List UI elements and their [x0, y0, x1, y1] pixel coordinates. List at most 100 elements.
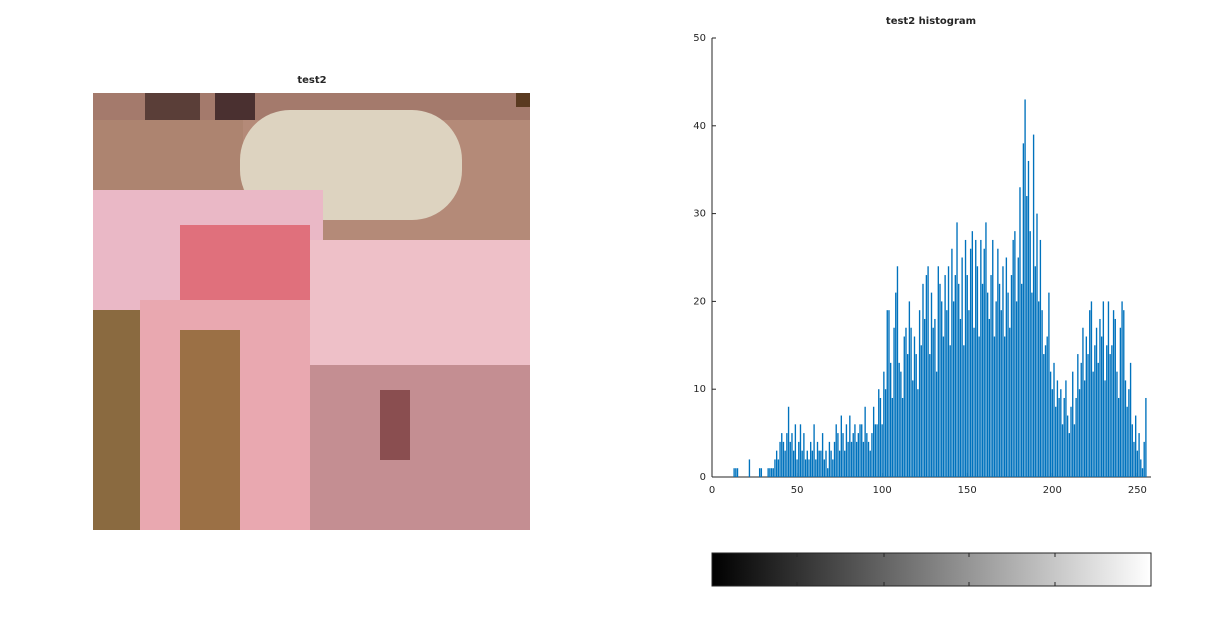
- bar: [1080, 362, 1082, 477]
- bar: [917, 389, 919, 477]
- bar: [959, 318, 962, 477]
- bar: [760, 468, 763, 477]
- bar: [1124, 380, 1127, 477]
- bar: [1128, 389, 1130, 477]
- bar: [735, 468, 737, 477]
- bar: [758, 468, 761, 477]
- bar: [889, 362, 892, 477]
- bar: [900, 371, 902, 477]
- bar: [794, 424, 797, 477]
- bar: [1097, 362, 1099, 477]
- bar: [784, 450, 786, 477]
- bar: [910, 327, 912, 477]
- bar: [821, 433, 824, 477]
- bar: [1078, 389, 1081, 477]
- bar: [1041, 310, 1043, 477]
- bar: [952, 301, 955, 477]
- bar: [1089, 310, 1091, 477]
- bar: [997, 248, 999, 477]
- bar: [1060, 389, 1062, 477]
- bar: [1056, 380, 1059, 477]
- bar: [1073, 424, 1076, 477]
- bar: [1136, 450, 1139, 477]
- bar: [1114, 318, 1116, 477]
- bar: [895, 292, 897, 477]
- bar: [864, 406, 866, 477]
- bar: [1129, 362, 1132, 477]
- bar: [777, 459, 780, 477]
- bar: [1003, 336, 1006, 477]
- bar: [815, 459, 817, 477]
- bar: [833, 441, 836, 477]
- bar: [1002, 266, 1004, 477]
- bar: [993, 336, 996, 477]
- bar: [1022, 143, 1025, 478]
- bar: [1032, 134, 1035, 477]
- bar: [876, 424, 878, 477]
- bar: [1123, 310, 1125, 477]
- bar: [986, 292, 989, 477]
- bar: [767, 468, 769, 477]
- bar: [813, 424, 815, 477]
- bar: [918, 310, 921, 477]
- bar: [924, 318, 926, 477]
- bar: [883, 371, 885, 477]
- bar: [1104, 380, 1106, 477]
- bar: [1005, 257, 1008, 477]
- bar: [736, 468, 739, 477]
- bar: [1116, 371, 1118, 477]
- bar: [930, 292, 933, 477]
- bar: [971, 231, 974, 477]
- bar: [782, 441, 785, 477]
- bar: [1046, 336, 1048, 477]
- x-tick-label: 200: [1043, 485, 1062, 496]
- bar: [878, 389, 880, 477]
- bar: [867, 441, 870, 477]
- bar: [1026, 196, 1028, 478]
- bar: [781, 433, 783, 477]
- bar: [969, 248, 972, 477]
- bar: [985, 222, 987, 477]
- bar: [769, 468, 771, 477]
- bar: [799, 424, 802, 477]
- bar: [748, 459, 751, 477]
- bar: [954, 275, 957, 477]
- colorbar: [711, 552, 1152, 587]
- x-tick-label: 100: [873, 485, 892, 496]
- bar: [854, 424, 856, 477]
- bar: [808, 459, 810, 477]
- bar: [879, 397, 882, 477]
- bar: [1000, 310, 1002, 477]
- bar: [1007, 292, 1009, 477]
- bar: [1031, 292, 1033, 477]
- bar: [988, 318, 991, 477]
- bar: [779, 441, 781, 477]
- bar: [1024, 99, 1026, 478]
- bar: [1036, 213, 1038, 477]
- bar: [804, 459, 807, 477]
- y-tick-label: 0: [700, 472, 706, 483]
- bar: [983, 248, 985, 477]
- bar: [1099, 318, 1101, 477]
- bar: [1061, 424, 1064, 477]
- bar: [898, 362, 900, 477]
- bar: [1119, 327, 1122, 477]
- bar: [806, 450, 808, 477]
- x-tick-label: 150: [958, 485, 977, 496]
- bar: [837, 433, 839, 477]
- bar: [939, 283, 941, 477]
- bar: [1121, 301, 1123, 477]
- bar: [1044, 345, 1047, 477]
- bar: [871, 433, 873, 477]
- bar: [1141, 468, 1144, 477]
- y-tick-label: 30: [693, 209, 706, 220]
- bar: [884, 389, 887, 477]
- bar: [1077, 354, 1079, 477]
- bar: [1072, 371, 1074, 477]
- bar: [823, 459, 825, 477]
- bar: [935, 371, 938, 477]
- bar: [838, 450, 841, 477]
- y-tick-label: 20: [693, 296, 706, 307]
- bar: [1027, 160, 1030, 478]
- bar: [944, 275, 946, 477]
